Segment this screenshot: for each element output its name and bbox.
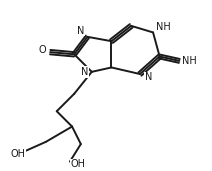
Text: NH: NH	[156, 22, 170, 32]
Text: NH: NH	[182, 56, 197, 66]
Text: N: N	[81, 67, 88, 77]
Text: N: N	[77, 26, 84, 36]
Text: N: N	[145, 72, 152, 82]
Text: OH: OH	[71, 159, 86, 169]
Text: OH: OH	[10, 149, 25, 159]
Text: O: O	[38, 45, 46, 55]
